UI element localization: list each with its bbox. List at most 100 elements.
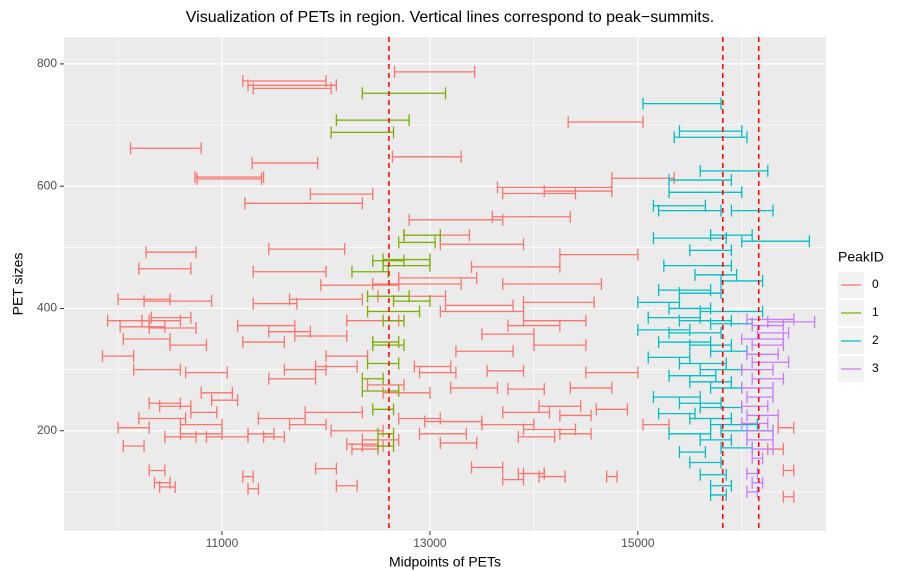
error-bar (699, 468, 727, 481)
error-bar (242, 336, 286, 349)
error-bar (647, 311, 701, 324)
error-bar (101, 350, 135, 363)
error-bar (746, 313, 795, 326)
error-bar-path (741, 235, 811, 248)
error-bar (637, 323, 691, 336)
error-bar (486, 364, 525, 377)
error-bar-path (398, 271, 478, 284)
error-bar (517, 430, 556, 443)
error-bar (413, 360, 452, 373)
error-bar-path (122, 440, 145, 453)
error-bar-path (129, 142, 202, 155)
error-bar (657, 284, 712, 297)
error-bar (251, 156, 319, 169)
error-bar (481, 418, 535, 431)
error-bar (138, 412, 187, 425)
error-bar-path (148, 322, 197, 335)
error-bar-path (647, 311, 701, 324)
error-bar-path (657, 204, 722, 217)
error-bar-path (689, 375, 733, 388)
error-bar (283, 363, 327, 376)
error-bar-path (533, 339, 587, 352)
error-bar-path (678, 125, 743, 138)
error-bar (439, 436, 478, 449)
legend-label: 1 (872, 305, 879, 319)
error-bar-path (559, 427, 592, 440)
error-bar-path (366, 378, 405, 391)
error-bar (652, 232, 727, 245)
error-bar-path (372, 278, 462, 290)
error-bar-path (252, 82, 332, 95)
error-bar-path (668, 427, 712, 440)
error-bar (194, 171, 265, 184)
error-bar-path (242, 470, 254, 483)
error-bar (502, 278, 603, 290)
error-bar-path (377, 427, 395, 440)
error-bar-path (251, 156, 319, 169)
error-bar (150, 311, 192, 324)
error-bar-path (637, 296, 681, 309)
error-bar (158, 480, 176, 493)
error-bar-path (751, 452, 764, 465)
error-bar-path (314, 462, 338, 475)
error-bar-path (647, 351, 691, 364)
error-bar-path (335, 479, 358, 492)
error-bar-path (689, 244, 733, 257)
error-bar (699, 164, 769, 177)
error-bar (268, 243, 346, 256)
error-bar (746, 467, 759, 480)
error-bar-path (502, 406, 551, 419)
error-bar-path (694, 268, 738, 281)
error-bar-path (200, 386, 234, 399)
error-bar-path (756, 326, 790, 339)
error-bar (470, 461, 504, 474)
error-bar (782, 464, 795, 477)
error-bar (382, 386, 431, 399)
error-bar (377, 440, 395, 453)
error-bar (408, 213, 504, 226)
error-bar-path (403, 229, 441, 242)
error-bar (606, 470, 618, 483)
error-bar (720, 274, 764, 287)
error-bar (314, 360, 358, 373)
error-bar (699, 433, 733, 446)
error-bar (689, 412, 733, 425)
error-bar-path (657, 407, 696, 420)
error-bar (746, 485, 759, 498)
error-bar (200, 386, 234, 399)
error-bar (746, 409, 779, 422)
error-bar (522, 467, 545, 480)
error-bar-path (746, 348, 779, 361)
error-bar-path (268, 243, 346, 256)
error-bar-path (538, 470, 566, 483)
error-bar (196, 172, 263, 185)
error-bar (119, 320, 166, 333)
error-bar-path (418, 427, 467, 440)
error-bar-path (179, 427, 223, 440)
error-bar (268, 372, 317, 385)
error-bar (491, 210, 571, 223)
error-bar (257, 412, 306, 425)
error-bar (242, 470, 254, 483)
error-bar-path (486, 364, 525, 377)
error-bar-path (538, 400, 582, 413)
legend-label: 3 (872, 361, 879, 375)
error-bar (678, 125, 743, 138)
error-bar (709, 488, 727, 501)
error-bar-path (252, 297, 298, 310)
error-bar (244, 197, 364, 210)
error-bar-path (782, 464, 795, 477)
error-bar (361, 87, 447, 100)
error-bar-path (522, 467, 545, 480)
error-bar-path (382, 314, 405, 327)
error-bar-path (194, 171, 265, 184)
error-bar-path (606, 470, 618, 483)
error-bar (444, 299, 514, 312)
error-bar (288, 418, 327, 431)
error-bar (382, 259, 431, 272)
error-bar (247, 79, 338, 92)
error-bar-path (455, 345, 514, 358)
error-bar (143, 295, 213, 308)
error-bar (782, 490, 795, 503)
error-bar (751, 319, 785, 332)
